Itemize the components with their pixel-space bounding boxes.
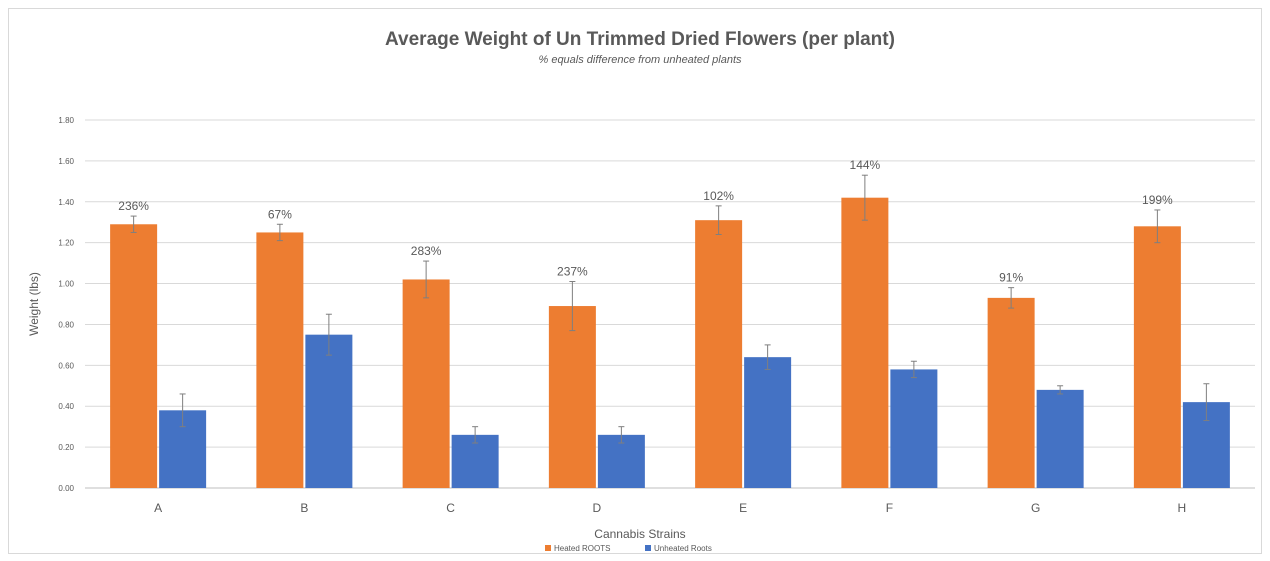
error-bar: [179, 393, 186, 428]
percent-label: 102%: [703, 189, 734, 203]
error-bar: [861, 174, 868, 221]
error-bar: [715, 205, 722, 235]
y-tick-label: 0.80: [58, 320, 74, 329]
legend-swatch: [645, 545, 651, 551]
error-bars: [130, 174, 1210, 444]
x-category-label: H: [1178, 501, 1187, 515]
y-tick-label: 0.40: [58, 402, 74, 411]
x-axis-categories: A B C D E F G H: [154, 501, 1186, 515]
percent-label: 144%: [850, 158, 881, 172]
bar-heated: [841, 197, 889, 488]
y-tick-label: 1.40: [58, 198, 74, 207]
x-category-label: D: [593, 501, 602, 515]
x-category-label: G: [1031, 501, 1040, 515]
percent-label: 283%: [411, 244, 442, 258]
error-bar: [325, 313, 332, 356]
y-tick-label: 0.00: [58, 484, 74, 493]
bar-unheated: [305, 334, 353, 488]
bar-heated: [1133, 226, 1181, 489]
percent-label: 199%: [1142, 193, 1173, 207]
bars: [110, 197, 1230, 489]
bar-heated: [402, 279, 450, 488]
percent-label: 237%: [557, 265, 588, 279]
legend-swatch: [545, 545, 551, 551]
legend-item-heated: Heated ROOTS: [545, 544, 610, 553]
x-category-label: A: [154, 501, 162, 515]
bar-unheated: [744, 357, 792, 488]
error-bar: [1057, 385, 1064, 395]
bar-heated: [548, 306, 596, 488]
x-category-label: E: [739, 501, 747, 515]
error-bar: [618, 426, 625, 444]
bar-heated: [987, 297, 1035, 488]
y-axis-ticks: 0.00 0.20 0.40 0.60 0.80 1.00 1.20 1.40 1.60 1.80: [58, 116, 74, 493]
x-category-label: B: [300, 501, 308, 515]
y-axis-title: Weight (lbs): [27, 272, 41, 336]
y-tick-label: 1.20: [58, 239, 74, 248]
y-tick-label: 0.60: [58, 361, 74, 370]
y-tick-label: 0.20: [58, 443, 74, 452]
legend: Heated ROOTS Unheated Roots: [545, 544, 712, 553]
error-bar: [910, 360, 917, 379]
error-bar: [472, 426, 479, 444]
legend-label: Heated ROOTS: [554, 544, 610, 553]
x-category-label: F: [886, 501, 893, 515]
bar-unheated: [890, 369, 938, 488]
legend-label: Unheated Roots: [654, 544, 712, 553]
bar-heated: [110, 224, 158, 488]
error-bar: [1203, 383, 1210, 422]
error-bar: [764, 344, 771, 370]
bar-heated: [695, 220, 743, 488]
error-bar: [130, 215, 137, 233]
x-axis-title: Cannabis Strains: [594, 527, 685, 541]
chart-title: Average Weight of Un Trimmed Dried Flowe…: [385, 29, 895, 50]
percent-label: 91%: [999, 271, 1023, 285]
y-tick-label: 1.60: [58, 157, 74, 166]
bar-unheated: [451, 434, 499, 488]
percent-label: 236%: [118, 199, 149, 213]
error-bar: [276, 223, 283, 242]
error-bar: [423, 260, 430, 299]
y-tick-label: 1.80: [58, 116, 74, 125]
y-tick-label: 1.00: [58, 280, 74, 289]
percent-label: 67%: [268, 207, 292, 221]
x-category-label: C: [446, 501, 455, 515]
bar-heated: [256, 232, 304, 488]
error-bar: [1154, 209, 1161, 244]
bar-unheated: [597, 434, 645, 488]
data-labels: 236% 67% 283% 237% 102% 144% 91% 199%: [118, 158, 1173, 284]
error-bar: [1008, 287, 1015, 309]
error-bar: [569, 281, 576, 332]
bar-unheated: [1036, 389, 1084, 488]
legend-item-unheated: Unheated Roots: [645, 544, 712, 553]
chart-subtitle: % equals difference from unheated plants: [538, 54, 742, 66]
